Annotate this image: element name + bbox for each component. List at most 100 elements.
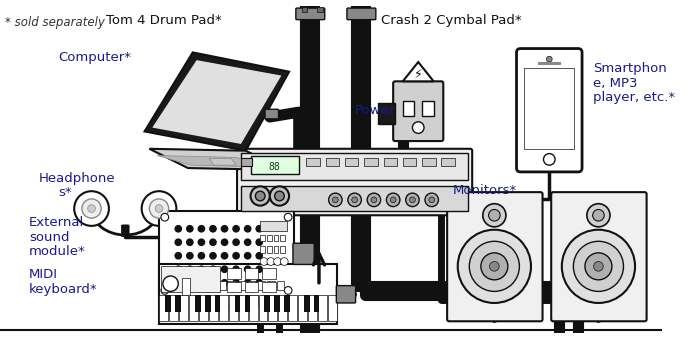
Circle shape <box>161 213 168 221</box>
Bar <box>378 102 395 124</box>
Circle shape <box>429 197 435 203</box>
Text: Smartphon: Smartphon <box>593 62 666 75</box>
Circle shape <box>232 265 240 273</box>
Circle shape <box>260 258 268 265</box>
Circle shape <box>406 193 419 206</box>
Bar <box>422 158 436 166</box>
Bar <box>284 295 290 312</box>
Circle shape <box>209 279 217 286</box>
Circle shape <box>198 225 205 233</box>
Circle shape <box>386 193 400 206</box>
Bar <box>403 158 416 166</box>
Polygon shape <box>144 53 289 151</box>
Circle shape <box>221 238 228 246</box>
Circle shape <box>488 210 500 221</box>
Circle shape <box>251 186 270 206</box>
Bar <box>317 7 323 12</box>
Bar <box>267 235 272 241</box>
Text: Tom 4 Drum Pad*: Tom 4 Drum Pad* <box>106 14 222 27</box>
Circle shape <box>221 279 228 286</box>
Bar <box>328 295 337 321</box>
Circle shape <box>409 197 416 203</box>
Circle shape <box>82 199 101 218</box>
Circle shape <box>275 191 284 201</box>
Bar <box>306 158 320 166</box>
Bar <box>298 295 307 321</box>
Circle shape <box>149 199 168 218</box>
Circle shape <box>209 225 217 233</box>
Circle shape <box>209 265 217 273</box>
Circle shape <box>256 252 263 260</box>
Text: module*: module* <box>29 245 86 258</box>
Circle shape <box>333 197 338 203</box>
Circle shape <box>244 252 251 260</box>
Bar <box>403 101 414 116</box>
Text: player, etc.*: player, etc.* <box>593 91 675 104</box>
FancyBboxPatch shape <box>393 81 443 141</box>
Circle shape <box>221 252 228 260</box>
Circle shape <box>593 210 604 221</box>
Bar <box>238 281 246 291</box>
Bar <box>262 268 275 279</box>
FancyBboxPatch shape <box>293 243 314 264</box>
Bar <box>229 295 238 321</box>
Bar <box>245 295 258 306</box>
Bar <box>258 281 265 291</box>
Bar <box>289 295 297 321</box>
Bar <box>241 186 469 212</box>
Circle shape <box>244 225 251 233</box>
Bar <box>189 295 198 321</box>
Bar <box>182 278 190 295</box>
Bar <box>524 68 574 149</box>
Circle shape <box>174 252 182 260</box>
Bar <box>267 281 275 291</box>
Circle shape <box>209 252 217 260</box>
Bar <box>260 235 265 241</box>
Bar <box>251 157 299 174</box>
Circle shape <box>174 265 182 273</box>
Circle shape <box>198 238 205 246</box>
Circle shape <box>186 252 194 260</box>
Bar <box>170 281 179 291</box>
Text: 88: 88 <box>269 162 280 172</box>
Text: External: External <box>29 216 85 229</box>
Bar <box>538 62 561 65</box>
Bar <box>280 246 285 253</box>
Circle shape <box>163 276 179 292</box>
Bar <box>209 295 218 321</box>
Bar <box>267 246 272 253</box>
Text: Crash 2 Cymbal Pad*: Crash 2 Cymbal Pad* <box>381 14 521 27</box>
Circle shape <box>221 225 228 233</box>
Circle shape <box>348 193 361 206</box>
Text: ⚡: ⚡ <box>414 67 423 80</box>
Circle shape <box>74 191 109 226</box>
Circle shape <box>232 225 240 233</box>
Bar <box>273 246 278 253</box>
Bar <box>227 268 241 279</box>
Circle shape <box>483 204 506 227</box>
Circle shape <box>270 186 289 206</box>
Bar <box>238 295 247 321</box>
Bar <box>159 264 337 324</box>
Circle shape <box>352 197 357 203</box>
Circle shape <box>594 261 603 271</box>
Bar <box>277 281 284 291</box>
Text: Headphone: Headphone <box>38 172 115 185</box>
Bar <box>302 7 307 12</box>
Text: Computer*: Computer* <box>58 52 131 64</box>
Circle shape <box>587 204 610 227</box>
Bar <box>278 295 287 321</box>
Text: Power: Power <box>354 104 395 117</box>
Circle shape <box>371 197 376 203</box>
Bar <box>228 281 236 291</box>
Circle shape <box>490 261 499 271</box>
Bar <box>190 281 198 291</box>
Bar <box>209 281 217 291</box>
Bar <box>245 268 258 279</box>
Bar <box>326 158 339 166</box>
Polygon shape <box>157 156 270 167</box>
Bar <box>264 295 270 312</box>
Bar <box>260 246 265 253</box>
Polygon shape <box>403 62 433 81</box>
Bar <box>262 295 275 306</box>
